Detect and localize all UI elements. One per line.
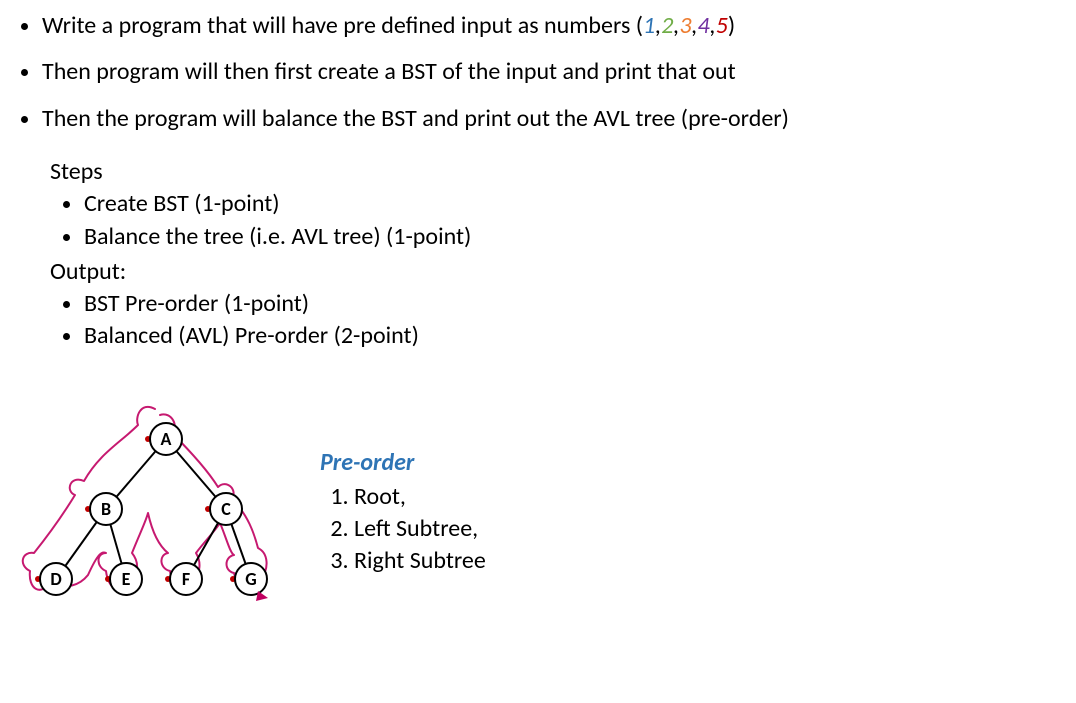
preorder-item-1: Root, <box>354 481 486 513</box>
svg-text:C: C <box>221 498 231 520</box>
svg-text:D: D <box>50 568 61 590</box>
bullet-2: Then program will then first create a BS… <box>42 56 1056 88</box>
steps-heading: Steps <box>50 157 1056 186</box>
bullet-1-suffix: ) <box>728 11 735 40</box>
svg-text:A: A <box>161 428 172 450</box>
main-bullet-list: Write a program that will have pre defin… <box>20 10 1056 135</box>
bullet-1-prefix: Write a program that will have pre defin… <box>42 11 643 40</box>
diagram-row: A B C D E F G Pre-order Root, Left Subtree, Ri… <box>20 403 1056 623</box>
preorder-title: Pre-order <box>320 448 486 477</box>
svg-text:F: F <box>182 568 190 590</box>
steps-item-1: Create BST (1-point) <box>84 188 1056 220</box>
bullet-1-numbers: 1,2,3,4,5 <box>643 11 728 40</box>
steps-item-2: Balance the tree (i.e. AVL tree) (1-poin… <box>84 221 1056 253</box>
bullet-1: Write a program that will have pre defin… <box>42 10 1056 42</box>
preorder-item-3: Right Subtree <box>354 545 486 577</box>
svg-text:B: B <box>101 498 111 520</box>
bullet-3: Then the program will balance the BST an… <box>42 103 1056 135</box>
preorder-list: Root, Left Subtree, Right Subtree <box>320 481 486 578</box>
output-item-1: BST Pre-order (1-point) <box>84 288 1056 320</box>
preorder-item-2: Left Subtree, <box>354 513 486 545</box>
output-list: BST Pre-order (1-point) Balanced (AVL) P… <box>50 288 1056 353</box>
tree-svg: A B C D E F G <box>20 403 280 623</box>
output-heading: Output: <box>50 257 1056 286</box>
preorder-block: Pre-order Root, Left Subtree, Right Subt… <box>320 448 486 578</box>
output-item-2: Balanced (AVL) Pre-order (2-point) <box>84 320 1056 352</box>
tree-diagram: A B C D E F G <box>20 403 280 623</box>
svg-text:E: E <box>122 568 131 590</box>
steps-block: Steps Create BST (1-point) Balance the t… <box>50 157 1056 353</box>
steps-list: Create BST (1-point) Balance the tree (i… <box>50 188 1056 253</box>
svg-text:G: G <box>245 568 256 590</box>
